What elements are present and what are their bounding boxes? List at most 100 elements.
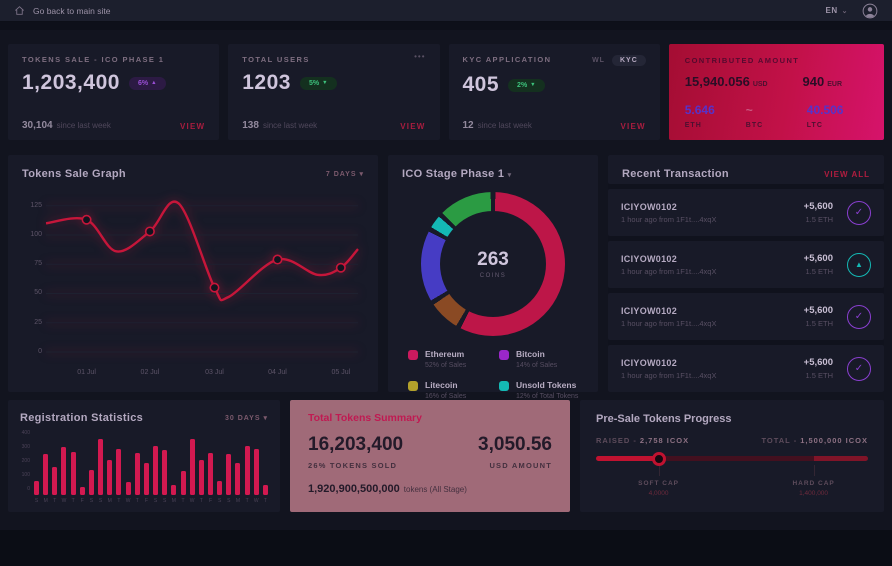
card-value: 1,203,400 — [22, 71, 120, 94]
card-heading: KYC APPLICATION — [462, 55, 552, 64]
legend-label: Litecoin — [425, 380, 458, 390]
transaction-amounts: +5,600 1.5 ETH — [804, 253, 833, 276]
language-label: EN — [825, 6, 838, 15]
x-axis-label: 02 Jul — [140, 369, 160, 376]
view-button[interactable]: VIEW — [180, 122, 206, 131]
bar-label: S — [98, 498, 103, 504]
bar — [98, 439, 104, 495]
card-menu-icon[interactable]: ••• — [414, 52, 426, 61]
line-plot-area — [45, 194, 359, 353]
back-to-main-site-link[interactable]: Go back to main site — [14, 5, 110, 16]
transaction-id: ICIYOW0102 — [621, 253, 678, 264]
transaction-amounts: +5,600 1.5 ETH — [804, 201, 833, 224]
transaction-row[interactable]: ICIYOW0102 1 hour ago from 1F1t....4xqX +5… — [608, 241, 884, 288]
panel-title: Pre-Sale Tokens Progress — [596, 413, 732, 425]
view-button[interactable]: VIEW — [400, 122, 426, 131]
bar — [253, 448, 259, 495]
donut-center-value: 263 — [477, 249, 509, 270]
total-tokens-summary-card: Total Tokens Summary 16,203,400 26% TOKE… — [290, 400, 570, 512]
bar — [143, 462, 149, 495]
y-axis-label: 400 — [21, 430, 30, 436]
trend-up-icon: ▲ — [151, 80, 157, 86]
transaction-info: ICIYOW0102 1 hour ago from 1F1t....4xqX — [621, 254, 804, 276]
chevron-down-icon: ▾ — [263, 415, 268, 422]
range-dropdown[interactable]: 7 DAYS ▾ — [325, 171, 364, 178]
bar-item: F — [143, 432, 149, 504]
bar — [226, 454, 232, 495]
bar-label: T — [53, 498, 57, 504]
panel-title-dropdown[interactable]: ICO Stage Phase 1 ▾ — [402, 168, 512, 180]
presale-progress-panel: Pre-Sale Tokens Progress RAISED -2,758 I… — [580, 400, 884, 512]
bar-label: S — [163, 498, 167, 504]
trend-down-icon: ▼ — [322, 80, 328, 86]
legend-text: Ethereum 52% of Sales — [425, 349, 466, 369]
bar-item: S — [217, 432, 223, 504]
bar — [235, 462, 241, 495]
wl-tab[interactable]: WL — [592, 57, 605, 64]
usd-amount-block: 3,050.56 USD AMOUNT — [478, 434, 552, 470]
bar-item: M — [171, 432, 177, 504]
bar-label: M — [235, 498, 241, 504]
transaction-row[interactable]: ICIYOW0102 1 hour ago from 1F1t....4xqX +5… — [608, 293, 884, 340]
x-axis-label: 01 Jul — [77, 369, 96, 376]
bar-item: S — [226, 432, 232, 504]
topbar-shadow-band — [0, 22, 892, 30]
ethereum-icon: ▲ — [847, 252, 871, 277]
transaction-info: ICIYOW0102 1 hour ago from 1F1t....4xqX — [621, 202, 804, 224]
transaction-eth: 1.5 ETH — [805, 319, 833, 328]
bar — [198, 460, 204, 495]
progress-handle[interactable] — [651, 451, 666, 466]
transaction-amount: +5,600 — [803, 305, 833, 316]
language-selector[interactable]: EN ⌄ — [826, 6, 849, 15]
btc-amount: ~ BTC — [745, 103, 764, 129]
transaction-meta: 1 hour ago from 1F1t....4xqX — [621, 266, 717, 276]
view-all-button[interactable]: VIEW ALL — [824, 169, 870, 179]
bar-item: T — [52, 432, 58, 504]
bar — [217, 481, 223, 495]
data-point-marker — [209, 282, 220, 293]
transactions-header: Recent Transaction VIEW ALL — [608, 155, 884, 184]
bar-label: F — [208, 498, 212, 504]
x-axis-label: 03 Jul — [205, 369, 224, 376]
panel-title: Tokens Sale Graph — [22, 168, 126, 180]
trend-badge: 2% ▼ — [508, 78, 545, 92]
bar-item: T — [70, 432, 76, 504]
kyc-tab[interactable]: KYC — [611, 55, 646, 66]
line-series-svg — [45, 200, 359, 353]
panel-title: Registration Statistics — [20, 412, 144, 424]
bar — [134, 453, 140, 495]
bar-item: S — [88, 432, 94, 504]
progress-slider: SOFT CAP 4,0000 HARD CAP 1,400,000 — [596, 451, 868, 508]
x-axis-label: 04 Jul — [268, 369, 287, 376]
trend-badge: 5% ▼ — [299, 76, 337, 90]
card-heading: TOKENS SALE - ICO PHASE 1 — [22, 55, 165, 64]
y-axis-label: 125 — [30, 201, 42, 209]
range-dropdown[interactable]: 30 DAYS ▾ — [224, 415, 268, 422]
donut-center: 263 COINS — [440, 211, 546, 317]
transaction-row[interactable]: ICIYOW0102 1 hour ago from 1F1t....4xqX +5… — [608, 189, 884, 236]
legend-swatch — [408, 350, 418, 360]
tokens-sale-line-chart: 0 25 50 75 100 125 01 Jul 02 Jul 03 Jul 04 Jul 05 … — [18, 188, 366, 378]
legend-label: Unsold Tokens — [516, 380, 577, 390]
check-icon: ✓ — [847, 356, 871, 381]
bar-label: T — [199, 498, 203, 504]
stat-cards-row: TOKENS SALE - ICO PHASE 1 1,203,400 6% ▲… — [8, 44, 884, 140]
view-button[interactable]: VIEW — [620, 122, 646, 131]
panel-title: Total Tokens Summary — [308, 412, 422, 424]
bar — [189, 439, 195, 495]
bar — [180, 471, 186, 495]
user-avatar[interactable] — [862, 3, 878, 19]
y-axis-label: 75 — [34, 260, 42, 268]
top-bar: Go back to main site EN ⌄ — [0, 0, 892, 22]
bar-item: S — [162, 432, 168, 504]
transaction-row[interactable]: ICIYOW0102 1 hour ago from 1F1t....4xqX +5… — [608, 345, 884, 392]
legend-swatch — [499, 350, 509, 360]
card-heading: CONTRIBUTED AMOUNT — [684, 56, 800, 65]
legend-item: Bitcoin 14% of Sales — [499, 349, 584, 369]
donut-chart: 263 COINS — [421, 192, 565, 336]
bar-label: M — [107, 498, 112, 504]
bar-label: W — [189, 498, 195, 504]
bar-label: S — [89, 498, 94, 504]
transaction-amount: +5,600 — [803, 357, 833, 368]
usd-amount: 15,940.056 USD — [684, 74, 768, 89]
